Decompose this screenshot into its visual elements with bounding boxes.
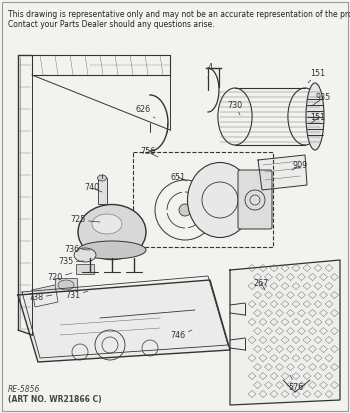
- Ellipse shape: [78, 204, 146, 259]
- Ellipse shape: [188, 162, 252, 237]
- FancyBboxPatch shape: [238, 170, 272, 229]
- Text: 720: 720: [47, 273, 72, 282]
- Bar: [70, 292, 90, 304]
- Text: This drawing is representative only and may not be an accurate representation of: This drawing is representative only and …: [8, 10, 350, 19]
- Text: 730: 730: [228, 100, 243, 115]
- Ellipse shape: [98, 175, 106, 181]
- Text: 736: 736: [64, 244, 90, 254]
- Bar: [98, 178, 107, 204]
- Bar: [133, 152, 273, 247]
- Polygon shape: [32, 285, 58, 307]
- Text: 267: 267: [253, 278, 269, 290]
- Text: 151: 151: [310, 114, 326, 124]
- Polygon shape: [230, 260, 340, 405]
- Ellipse shape: [74, 248, 96, 262]
- Bar: [76, 264, 94, 274]
- Polygon shape: [258, 155, 307, 190]
- Text: 909: 909: [292, 161, 308, 171]
- Polygon shape: [18, 280, 230, 362]
- Ellipse shape: [78, 241, 146, 259]
- Text: 725: 725: [70, 216, 100, 225]
- Text: 4: 4: [208, 64, 212, 78]
- Text: (ART NO. WR21866 C): (ART NO. WR21866 C): [8, 395, 101, 404]
- Text: 746: 746: [170, 330, 192, 340]
- Text: 740: 740: [84, 183, 102, 192]
- Text: 738: 738: [28, 294, 52, 302]
- Text: Contact your Parts Dealer should any questions arise.: Contact your Parts Dealer should any que…: [8, 20, 215, 29]
- Text: 731: 731: [65, 291, 88, 301]
- Text: 756: 756: [140, 147, 158, 157]
- Ellipse shape: [92, 214, 122, 234]
- Text: 626: 626: [135, 105, 155, 118]
- Text: 935: 935: [313, 93, 331, 105]
- Text: 576: 576: [288, 375, 304, 392]
- Circle shape: [179, 204, 191, 216]
- Bar: [55, 278, 77, 292]
- Text: RE-5856: RE-5856: [8, 385, 40, 394]
- Ellipse shape: [58, 280, 74, 290]
- Text: 735: 735: [58, 257, 84, 266]
- Ellipse shape: [306, 83, 324, 150]
- Text: 151: 151: [308, 69, 326, 83]
- Text: 651: 651: [170, 173, 187, 181]
